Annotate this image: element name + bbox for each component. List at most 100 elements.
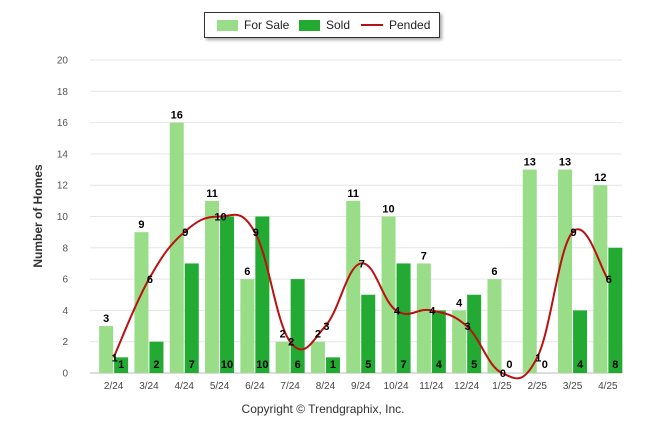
- label-for-sale: 9: [138, 219, 144, 231]
- bar-for-sale: [205, 200, 220, 373]
- label-pended: 6: [606, 274, 612, 286]
- x-tick-label: 3/24: [139, 381, 159, 392]
- x-tick-label: 4/24: [175, 381, 195, 392]
- x-tick-label: 5/24: [210, 381, 230, 392]
- bar-sold: [361, 294, 376, 373]
- bar-sold: [325, 357, 340, 373]
- bar-for-sale: [452, 310, 467, 373]
- x-tick-label: 12/24: [454, 381, 479, 392]
- bar-for-sale: [593, 185, 608, 373]
- legend-item-for-sale[interactable]: For Sale: [217, 13, 289, 37]
- y-tick-label: 18: [57, 87, 69, 98]
- legend: For Sale Sold Pended: [204, 12, 440, 38]
- label-for-sale: 13: [559, 157, 571, 169]
- legend-item-pended[interactable]: Pended: [361, 13, 430, 37]
- label-pended: 9: [182, 227, 188, 239]
- y-tick-label: 20: [57, 56, 69, 67]
- label-sold: 0: [506, 359, 512, 371]
- label-pended: 0: [500, 368, 506, 380]
- bar-for-sale: [522, 169, 537, 373]
- label-pended: 4: [429, 305, 436, 317]
- y-tick-label: 8: [62, 243, 68, 254]
- label-for-sale: 2: [315, 329, 321, 341]
- bar-sold: [184, 263, 199, 373]
- label-pended: 3: [323, 321, 329, 333]
- label-sold: 4: [577, 359, 584, 371]
- label-for-sale: 4: [456, 297, 463, 309]
- bar-sold: [431, 310, 446, 373]
- y-tick-label: 14: [57, 149, 69, 160]
- y-tick-label: 0: [62, 369, 68, 380]
- x-tick-label: 1/25: [492, 381, 512, 392]
- label-for-sale: 13: [524, 157, 536, 169]
- label-sold: 4: [436, 359, 443, 371]
- y-tick-label: 4: [62, 306, 68, 317]
- bar-for-sale: [169, 122, 184, 373]
- x-tick-label: 10/24: [384, 381, 409, 392]
- bar-sold: [220, 216, 235, 373]
- label-pended: 3: [465, 321, 471, 333]
- label-pended: 4: [394, 305, 401, 317]
- label-for-sale: 11: [206, 188, 218, 200]
- label-sold: 5: [471, 359, 477, 371]
- y-tick-label: 16: [57, 118, 69, 129]
- x-tick-label: 4/25: [598, 381, 618, 392]
- bar-for-sale: [99, 326, 114, 373]
- y-tick-label: 2: [62, 337, 68, 348]
- legend-label-sold: Sold: [326, 18, 351, 32]
- label-pended: 1: [112, 352, 118, 364]
- label-sold: 6: [295, 359, 301, 371]
- label-for-sale: 6: [244, 266, 250, 278]
- bar-for-sale: [381, 216, 396, 373]
- bar-sold: [396, 263, 411, 373]
- bars: [99, 122, 623, 373]
- legend-label-pended: Pended: [389, 18, 431, 32]
- bar-sold: [608, 247, 623, 373]
- label-for-sale: 7: [421, 250, 427, 262]
- pended-swatch: [361, 24, 383, 26]
- label-pended: 7: [359, 258, 365, 270]
- x-tick-label: 9/24: [351, 381, 371, 392]
- legend-label-for-sale: For Sale: [244, 18, 290, 32]
- x-tick-label: 6/24: [245, 381, 265, 392]
- label-for-sale: 11: [347, 188, 359, 200]
- label-pended: 1: [535, 352, 541, 364]
- bar-for-sale: [240, 279, 255, 373]
- legend-item-sold[interactable]: Sold: [299, 13, 350, 37]
- bar-sold: [573, 310, 588, 373]
- y-tick-label: 6: [62, 275, 68, 286]
- label-pended: 9: [253, 227, 259, 239]
- label-sold: 7: [189, 359, 195, 371]
- label-pended: 10: [214, 212, 226, 224]
- label-sold: 8: [612, 359, 618, 371]
- bar-for-sale: [346, 200, 361, 373]
- label-for-sale: 3: [103, 313, 109, 325]
- y-axis-label: Number of Homes: [31, 164, 45, 268]
- label-for-sale: 16: [171, 110, 183, 122]
- label-sold: 7: [400, 359, 406, 371]
- label-sold: 10: [221, 359, 233, 371]
- label-for-sale: 6: [491, 266, 497, 278]
- x-tick-label: 7/24: [280, 381, 300, 392]
- label-sold: 1: [330, 359, 336, 371]
- bar-for-sale: [487, 279, 502, 373]
- bar-sold: [114, 357, 129, 373]
- bar-for-sale: [310, 341, 325, 373]
- bar-for-sale: [558, 169, 573, 373]
- data-labels: 3119261679111010610926221311571074744453…: [103, 110, 618, 380]
- y-axis-ticks: 0 2 4 6 8 10 12 14 16 18 20: [57, 56, 69, 380]
- for-sale-swatch: [217, 19, 238, 31]
- sold-swatch: [299, 19, 320, 31]
- x-tick-label: 11/24: [419, 381, 444, 392]
- label-pended: 2: [288, 337, 294, 349]
- x-tick-label: 3/25: [563, 381, 583, 392]
- pended-line: [112, 213, 609, 380]
- x-axis-ticks: 2/24 3/24 4/24 5/24 6/24 7/24 8/24 9/24 10/24 11/…: [104, 381, 618, 392]
- pended-line-path: [112, 213, 609, 380]
- label-for-sale: 2: [280, 329, 286, 341]
- bar-sold: [149, 341, 164, 373]
- label-pended: 6: [147, 274, 153, 286]
- bar-for-sale: [275, 341, 290, 373]
- label-sold: 10: [256, 359, 268, 371]
